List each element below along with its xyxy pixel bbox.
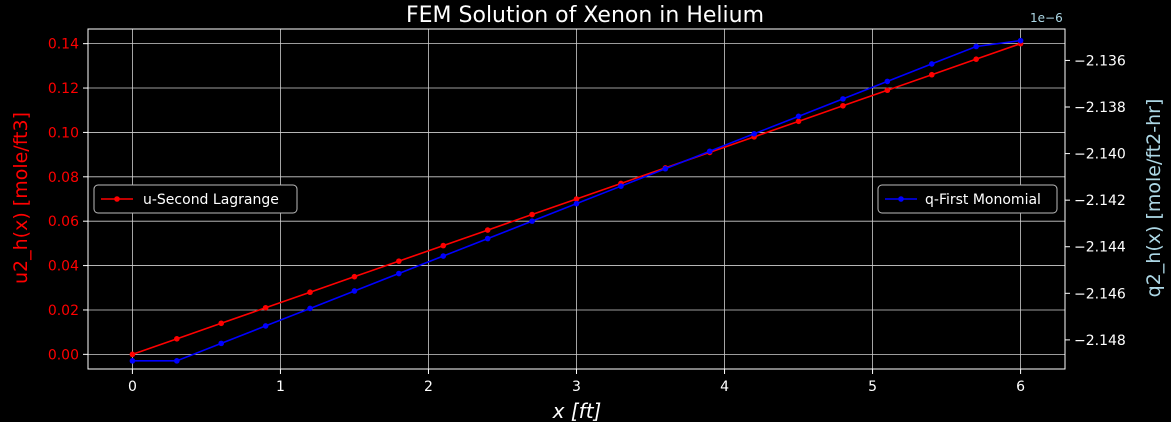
data-point-q-first-monomial (662, 165, 669, 172)
data-point-q-first-monomial (351, 288, 358, 294)
data-point-u-second-lagrange (973, 56, 979, 62)
x-tick-label: 2 (424, 379, 433, 395)
legend-left-box (93, 184, 298, 214)
data-point-u-second-lagrange (174, 336, 180, 342)
left-tick-label: 0.02 (48, 303, 79, 319)
legend-left: u-Second Lagrange (93, 184, 298, 214)
legend-right-marker (898, 196, 904, 202)
data-point-u-second-lagrange (307, 289, 313, 296)
x-tick-label: 1 (276, 379, 285, 395)
x-tick-label: 0 (128, 379, 137, 395)
x-tick-label: 4 (720, 379, 729, 395)
legend-left-label: u-Second Lagrange (143, 192, 279, 208)
right-axis-offset-text: 1e−6 (1030, 11, 1063, 25)
left-tick-label: 0.00 (48, 347, 79, 363)
data-point-q-first-monomial (262, 323, 269, 329)
data-point-q-first-monomial (396, 270, 402, 277)
data-point-q-first-monomial (751, 130, 757, 137)
series-layer (129, 37, 1024, 364)
data-point-u-second-lagrange (351, 273, 358, 280)
data-point-q-first-monomial (440, 253, 447, 259)
right-tick-label: −2.142 (1074, 193, 1126, 209)
left-tick-label: 0.04 (48, 259, 79, 275)
chart-title: FEM Solution of Xenon in Helium (406, 3, 764, 28)
left-tick-label: 0.14 (48, 37, 79, 53)
data-point-u-second-lagrange (840, 102, 846, 109)
x-axis-ticks: 0 1 2 3 4 5 6 (128, 369, 1025, 395)
data-point-q-first-monomial (928, 61, 935, 67)
data-point-u-second-lagrange (928, 71, 935, 78)
right-tick-label: −2.148 (1074, 333, 1126, 349)
data-point-u-second-lagrange (129, 351, 136, 358)
data-point-q-first-monomial (129, 358, 136, 364)
left-tick-label: 0.06 (48, 214, 79, 230)
series-q-first-monomial (129, 37, 1024, 364)
data-point-u-second-lagrange (396, 258, 402, 264)
data-point-u-second-lagrange (484, 227, 491, 233)
left-tick-label: 0.10 (48, 125, 79, 141)
data-point-u-second-lagrange (573, 196, 580, 202)
grid (88, 29, 1065, 369)
data-point-u-second-lagrange (218, 320, 225, 327)
right-axis-label: q2_h(x) [mole/ft2-hr] (1143, 99, 1165, 298)
data-point-u-second-lagrange (262, 304, 269, 311)
data-point-q-first-monomial (795, 113, 802, 120)
right-tick-label: −2.144 (1074, 240, 1126, 256)
right-axis-ticks: −2.136 −2.138 −2.140 −2.142 −2.144 −2.146 −2.1… (1065, 53, 1126, 349)
data-point-q-first-monomial (840, 96, 846, 102)
legend-right-label: q-First Monomial (925, 192, 1041, 208)
data-point-q-first-monomial (618, 183, 624, 189)
data-point-q-first-monomial (307, 305, 313, 312)
x-tick-label: 3 (572, 379, 581, 395)
x-tick-label: 5 (868, 379, 877, 395)
data-point-q-first-monomial (484, 235, 491, 242)
right-tick-label: −2.140 (1074, 147, 1126, 163)
data-point-q-first-monomial (218, 340, 225, 347)
right-tick-label: −2.136 (1074, 53, 1126, 69)
left-axis-label: u2_h(x) [mole/ft3] (10, 112, 32, 284)
x-axis-label: x [ft] (552, 399, 602, 422)
data-point-q-first-monomial (884, 78, 891, 85)
left-tick-label: 0.08 (48, 170, 79, 186)
legend-right: q-First Monomial (877, 184, 1058, 214)
right-tick-label: −2.146 (1074, 286, 1126, 302)
data-point-u-second-lagrange (440, 242, 447, 249)
left-axis-ticks: 0.00 0.02 0.04 0.06 0.08 0.10 0.12 0.14 (48, 37, 88, 363)
data-point-u-second-lagrange (795, 118, 802, 125)
left-tick-label: 0.12 (48, 81, 79, 97)
data-point-q-first-monomial (706, 148, 713, 155)
legend-right-box (877, 184, 1058, 214)
x-tick-label: 6 (1016, 379, 1025, 395)
data-point-u-second-lagrange (529, 211, 535, 218)
legend-left-marker (114, 196, 120, 202)
data-point-q-first-monomial (174, 358, 180, 364)
data-point-q-first-monomial (529, 218, 535, 224)
data-point-u-second-lagrange (884, 87, 891, 94)
data-point-q-first-monomial (973, 43, 979, 50)
right-tick-label: −2.138 (1074, 100, 1126, 116)
data-point-q-first-monomial (1017, 37, 1024, 44)
data-point-q-first-monomial (573, 200, 580, 207)
